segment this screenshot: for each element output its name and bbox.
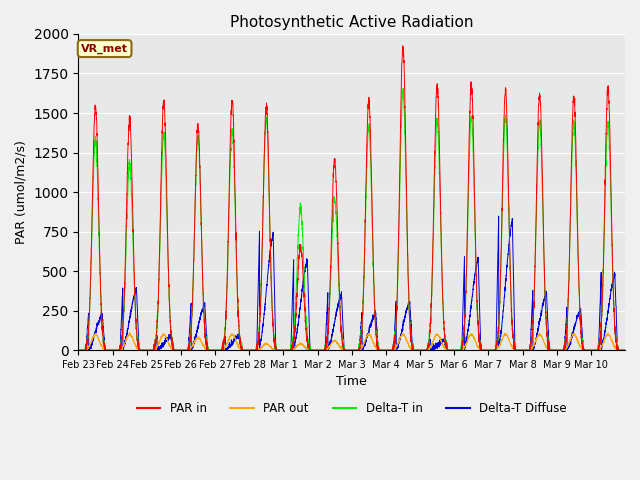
Text: VR_met: VR_met xyxy=(81,43,128,54)
Title: Photosynthetic Active Radiation: Photosynthetic Active Radiation xyxy=(230,15,474,30)
Y-axis label: PAR (umol/m2/s): PAR (umol/m2/s) xyxy=(15,140,28,244)
X-axis label: Time: Time xyxy=(337,375,367,388)
Legend: PAR in, PAR out, Delta-T in, Delta-T Diffuse: PAR in, PAR out, Delta-T in, Delta-T Dif… xyxy=(132,397,572,420)
